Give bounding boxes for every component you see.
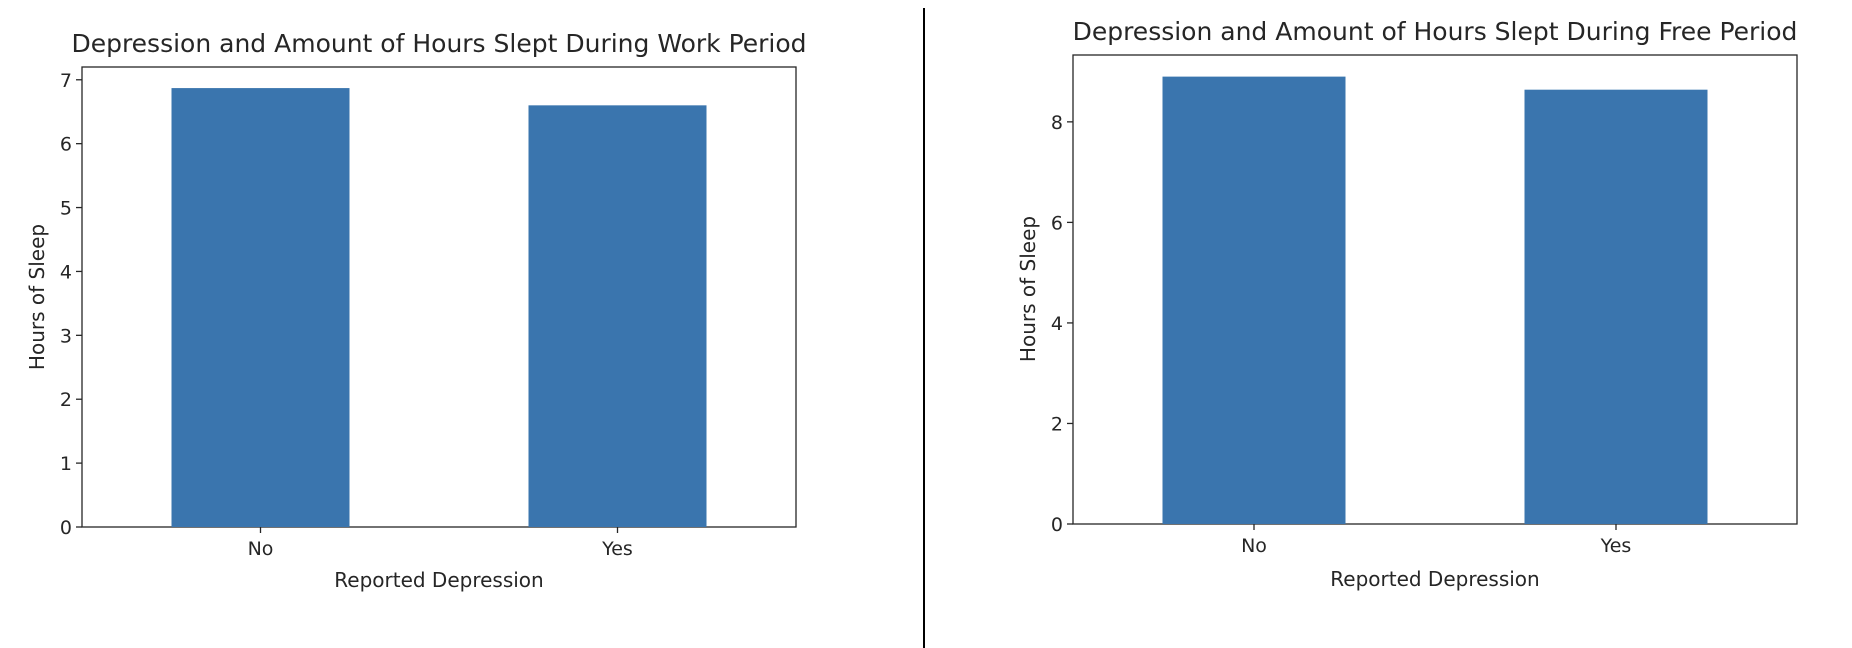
y-tick-label: 3 [60,325,72,347]
y-axis-ticks: 0 1 2 3 4 5 6 7 [60,70,82,539]
x-tick-label: Yes [1600,535,1632,557]
chart-title: Depression and Amount of Hours Slept Dur… [71,29,806,58]
x-axis-ticks: No Yes [1241,524,1631,557]
x-axis-ticks: No Yes [248,527,633,560]
y-tick-label: 2 [60,389,72,411]
bar-no [1162,76,1346,524]
bar-group [1162,76,1708,525]
y-tick-label: 6 [60,134,72,156]
chart-title: Depression and Amount of Hours Slept Dur… [1073,17,1798,46]
bar-group [171,88,707,527]
y-tick-label: 4 [1051,313,1063,335]
x-tick-label: Yes [601,538,633,560]
bar-yes [1524,89,1708,525]
y-tick-label: 0 [1051,514,1063,536]
chart-work-period: Depression and Amount of Hours Slept Dur… [25,29,807,592]
y-tick-label: 4 [60,261,72,283]
bar-no [171,88,350,527]
y-tick-label: 0 [60,517,72,539]
y-tick-label: 2 [1051,413,1063,435]
y-tick-label: 7 [60,70,72,92]
x-tick-label: No [1241,535,1267,557]
y-tick-label: 8 [1051,112,1063,134]
x-tick-label: No [248,538,274,560]
chart-free-period: Depression and Amount of Hours Slept Dur… [1016,17,1798,591]
y-tick-label: 5 [60,198,72,220]
bar-yes [528,105,707,527]
y-axis-ticks: 0 2 4 6 8 [1051,112,1073,536]
x-axis-label: Reported Depression [1330,567,1539,591]
y-axis-label: Hours of Sleep [1016,216,1040,362]
y-axis-label: Hours of Sleep [25,224,49,370]
y-tick-label: 6 [1051,212,1063,234]
y-tick-label: 1 [60,453,72,475]
x-axis-label: Reported Depression [334,568,543,592]
